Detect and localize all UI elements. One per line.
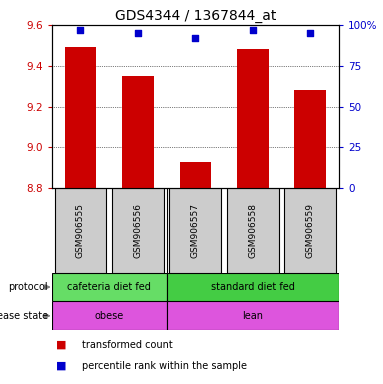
Text: GSM906558: GSM906558 [248,203,257,258]
Text: cafeteria diet fed: cafeteria diet fed [67,282,151,292]
Bar [227,188,279,273]
Bar [122,76,154,188]
Bar [112,188,164,273]
Text: ■: ■ [56,361,66,371]
Text: percentile rank within the sample: percentile rank within the sample [82,361,247,371]
Point [77,27,83,33]
Point [192,35,198,41]
Text: standard diet fed: standard diet fed [211,282,295,292]
Bar [180,162,211,188]
Text: ■: ■ [56,339,66,350]
Point [307,30,313,36]
Text: disease state: disease state [0,311,48,321]
Text: GSM906559: GSM906559 [306,203,315,258]
Bar [167,301,339,330]
Bar [284,188,336,273]
Text: protocol: protocol [8,282,48,292]
Text: GSM906556: GSM906556 [133,203,142,258]
Bar [65,47,96,188]
Bar [237,50,268,188]
Text: obese: obese [95,311,124,321]
Bar [167,273,339,301]
Text: lean: lean [242,311,263,321]
Bar [170,188,221,273]
Text: transformed count: transformed count [82,339,173,350]
Bar [52,273,167,301]
Bar [55,188,106,273]
Point [135,30,141,36]
Text: GSM906555: GSM906555 [76,203,85,258]
Point [250,27,256,33]
Text: GSM906557: GSM906557 [191,203,200,258]
Bar [295,90,326,188]
Bar [52,301,167,330]
Title: GDS4344 / 1367844_at: GDS4344 / 1367844_at [115,8,276,23]
